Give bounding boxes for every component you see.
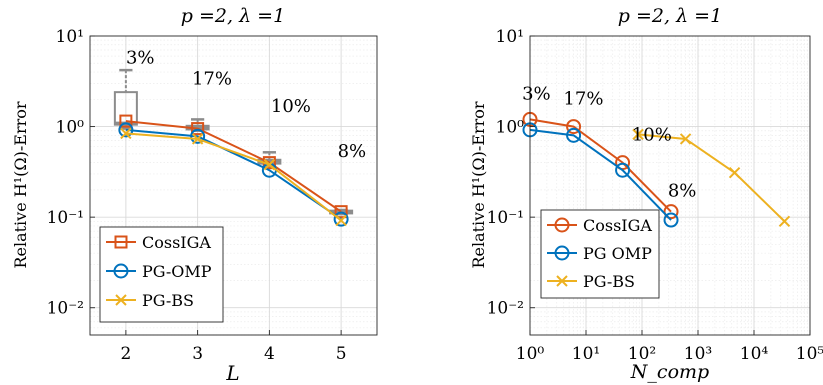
legend-swatch-marker — [113, 263, 129, 279]
series-lines — [118, 114, 349, 227]
x-tick-label: 4 — [264, 344, 275, 364]
data-point — [118, 122, 134, 138]
series-line-2 — [125, 132, 342, 222]
legend-swatch-marker — [556, 275, 568, 287]
data-point — [632, 128, 644, 141]
y-axis-label: Relative H¹(Ω)-Error — [469, 101, 488, 268]
chart-title: p =2, λ =1 — [618, 5, 722, 27]
legend-swatch-marker — [554, 245, 570, 261]
annotations: 3% 17% 10% 8% — [522, 83, 696, 201]
series-line-0 — [529, 118, 672, 213]
data-point — [615, 162, 631, 178]
y-tick-label: 10⁻² — [47, 299, 84, 319]
series-line-1 — [125, 128, 342, 220]
legend-swatch-marker — [554, 217, 570, 233]
legend-label: CossIGA — [142, 233, 211, 252]
series-line-1 — [529, 128, 672, 221]
axis-ticks: 10⁻² 10⁻¹ 10⁰ 10¹ 2 3 4 5 — [47, 27, 347, 364]
data-point — [119, 114, 133, 128]
data-point — [566, 127, 582, 143]
data-point — [191, 122, 205, 136]
x-axis-label: L — [225, 361, 239, 385]
legend-label: PG OMP — [583, 244, 652, 263]
x-tick-label: 10¹ — [572, 344, 600, 364]
percentage-annotation: 10% — [271, 96, 311, 117]
data-point — [728, 166, 741, 179]
axis-ticks: 10⁻² 10⁻¹ 10⁰ 10¹ 10⁰ 10¹ 10² 10³ 10⁴ 10⁵ — [487, 27, 823, 364]
x-tick-label: 10² — [628, 344, 656, 364]
x-tick-label: 10⁵ — [796, 344, 823, 364]
data-point — [120, 127, 132, 140]
y-tick-label: 10⁻¹ — [487, 208, 524, 228]
percentage-annotation: 10% — [632, 125, 672, 146]
data-point — [679, 133, 692, 145]
y-tick-label: 10¹ — [56, 27, 84, 47]
x-tick-label: 3 — [192, 344, 203, 364]
data-point — [333, 211, 349, 227]
series-line-2 — [637, 133, 786, 223]
series-line-0 — [125, 120, 342, 213]
x-axis-label: N_comp — [630, 361, 709, 383]
y-tick-label: 10⁰ — [496, 118, 525, 138]
legend-swatch-marker — [114, 235, 128, 249]
y-tick-label: 10¹ — [496, 27, 524, 47]
percentage-annotation: 17% — [192, 69, 232, 90]
x-tick-label: 10³ — [684, 344, 712, 364]
data-point — [663, 204, 679, 220]
plot-frame — [529, 35, 811, 336]
x-tick-label: 10⁴ — [740, 344, 769, 364]
y-tick-label: 10⁻² — [487, 299, 524, 319]
y-axis-label: Relative H¹(Ω)-Error — [11, 101, 30, 268]
legend: CossIGA PG-OMP PG-BS — [99, 226, 224, 323]
x-tick-label: 10⁰ — [516, 344, 545, 364]
legend-label: CossIGA — [583, 216, 652, 235]
data-point — [191, 133, 204, 145]
data-point — [566, 119, 582, 135]
data-point — [263, 158, 276, 171]
chart-panel-left: 10⁻² 10⁻¹ 10⁰ 10¹ 2 3 4 5 3% 17% 10% 8% p =2, λ =1… — [11, 5, 378, 385]
percentage-annotation: 8% — [338, 141, 367, 162]
data-point — [334, 205, 348, 219]
data-point — [778, 215, 791, 228]
percentage-annotation: 3% — [522, 83, 551, 104]
legend: CossIGA PG OMP PG-BS — [540, 209, 660, 299]
annotations: 3% 17% 10% 8% — [126, 47, 366, 162]
legend-label: PG-OMP — [142, 262, 212, 281]
chart-title: p =2, λ =1 — [181, 5, 285, 27]
data-point — [335, 214, 347, 227]
data-point — [663, 212, 679, 228]
percentage-annotation: 3% — [126, 47, 155, 68]
plot-frame — [89, 35, 378, 336]
data-point — [190, 128, 206, 144]
percentage-annotation: 8% — [668, 180, 697, 201]
x-tick-label: 5 — [336, 344, 347, 364]
legend-label: PG-BS — [142, 291, 194, 310]
legend-label: PG-BS — [583, 272, 635, 291]
box — [113, 91, 138, 126]
legend-swatch-marker — [115, 294, 127, 306]
percentage-annotation: 17% — [563, 89, 603, 110]
series-lines — [522, 111, 791, 228]
y-tick-label: 10⁻¹ — [47, 208, 84, 228]
y-tick-label: 10⁰ — [56, 118, 85, 138]
x-tick-label: 2 — [120, 344, 131, 364]
grid — [90, 36, 377, 336]
